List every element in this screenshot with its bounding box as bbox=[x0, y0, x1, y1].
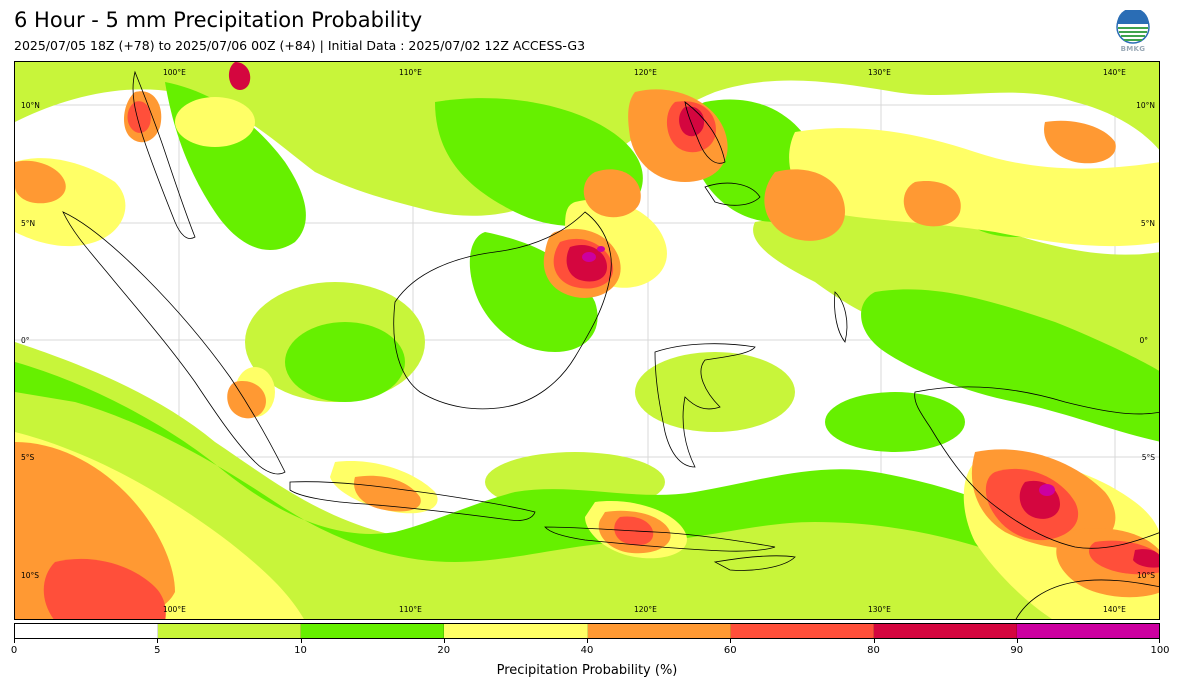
colorbar-tick bbox=[444, 639, 445, 643]
colorbar-tick bbox=[301, 639, 302, 643]
colorbar-tick-label: 0 bbox=[11, 645, 17, 656]
colorbar-tick-label: 5 bbox=[154, 645, 160, 656]
logo-text: BMKG bbox=[1114, 45, 1152, 53]
colorbar-tick bbox=[874, 639, 875, 643]
lat-label-right-5s: 5°S bbox=[1142, 453, 1155, 462]
colorbar-tick-label: 60 bbox=[724, 645, 737, 656]
lat-label-left-5n: 5°N bbox=[21, 219, 35, 228]
colorbar-segment bbox=[1017, 624, 1159, 638]
colorbar-segment bbox=[15, 624, 158, 638]
colorbar-tick bbox=[1159, 639, 1160, 643]
colorbar-segment bbox=[731, 624, 874, 638]
precipitation-map: 100°E 110°E 120°E 130°E 140°E 100°E 110°… bbox=[14, 61, 1160, 620]
colorbar-segment bbox=[588, 624, 731, 638]
bmkg-logo: BMKG bbox=[1114, 10, 1152, 56]
colorbar-tick-label: 40 bbox=[581, 645, 594, 656]
colorbar-tick-label: 100 bbox=[1150, 645, 1169, 656]
lat-label-right-10n: 10°N bbox=[1136, 101, 1155, 110]
colorbar-segment bbox=[874, 624, 1017, 638]
lat-label-left-10n: 10°N bbox=[21, 101, 40, 110]
lat-label-right-5n: 5°N bbox=[1141, 219, 1155, 228]
lon-label-bottom-110e: 110°E bbox=[399, 605, 422, 614]
colorbar-tick bbox=[1017, 639, 1018, 643]
lon-label-top-110e: 110°E bbox=[399, 68, 422, 77]
lon-label-top-100e: 100°E bbox=[163, 68, 186, 77]
lat-label-left-5s: 5°S bbox=[21, 453, 34, 462]
lat-label-right-eq: 0° bbox=[1139, 336, 1148, 345]
lat-label-left-eq: 0° bbox=[21, 336, 30, 345]
colorbar-tick bbox=[587, 639, 588, 643]
colorbar-segment bbox=[158, 624, 301, 638]
lon-label-top-130e: 130°E bbox=[868, 68, 891, 77]
map-title: 6 Hour - 5 mm Precipitation Probability bbox=[14, 6, 422, 34]
lon-label-bottom-120e: 120°E bbox=[634, 605, 657, 614]
map-subtitle: 2025/07/05 18Z (+78) to 2025/07/06 00Z (… bbox=[14, 38, 585, 54]
colorbar-tick-label: 80 bbox=[867, 645, 880, 656]
lon-label-top-140e: 140°E bbox=[1103, 68, 1126, 77]
colorbar-tick-label: 90 bbox=[1010, 645, 1023, 656]
colorbar bbox=[14, 623, 1160, 639]
colorbar-segment bbox=[301, 624, 444, 638]
colorbar-segment bbox=[444, 624, 587, 638]
lat-label-left-10s: 10°S bbox=[21, 571, 39, 580]
colorbar-tick bbox=[730, 639, 731, 643]
lat-label-right-10s: 10°S bbox=[1137, 571, 1155, 580]
colorbar-tick-label: 10 bbox=[294, 645, 307, 656]
map-canvas bbox=[15, 62, 1160, 620]
colorbar-tick bbox=[157, 639, 158, 643]
lon-label-bottom-130e: 130°E bbox=[868, 605, 891, 614]
lon-label-bottom-100e: 100°E bbox=[163, 605, 186, 614]
colorbar-tick bbox=[14, 639, 15, 643]
lon-label-bottom-140e: 140°E bbox=[1103, 605, 1126, 614]
colorbar-tick-label: 20 bbox=[437, 645, 450, 656]
colorbar-label: Precipitation Probability (%) bbox=[0, 663, 1174, 678]
lon-label-top-120e: 120°E bbox=[634, 68, 657, 77]
